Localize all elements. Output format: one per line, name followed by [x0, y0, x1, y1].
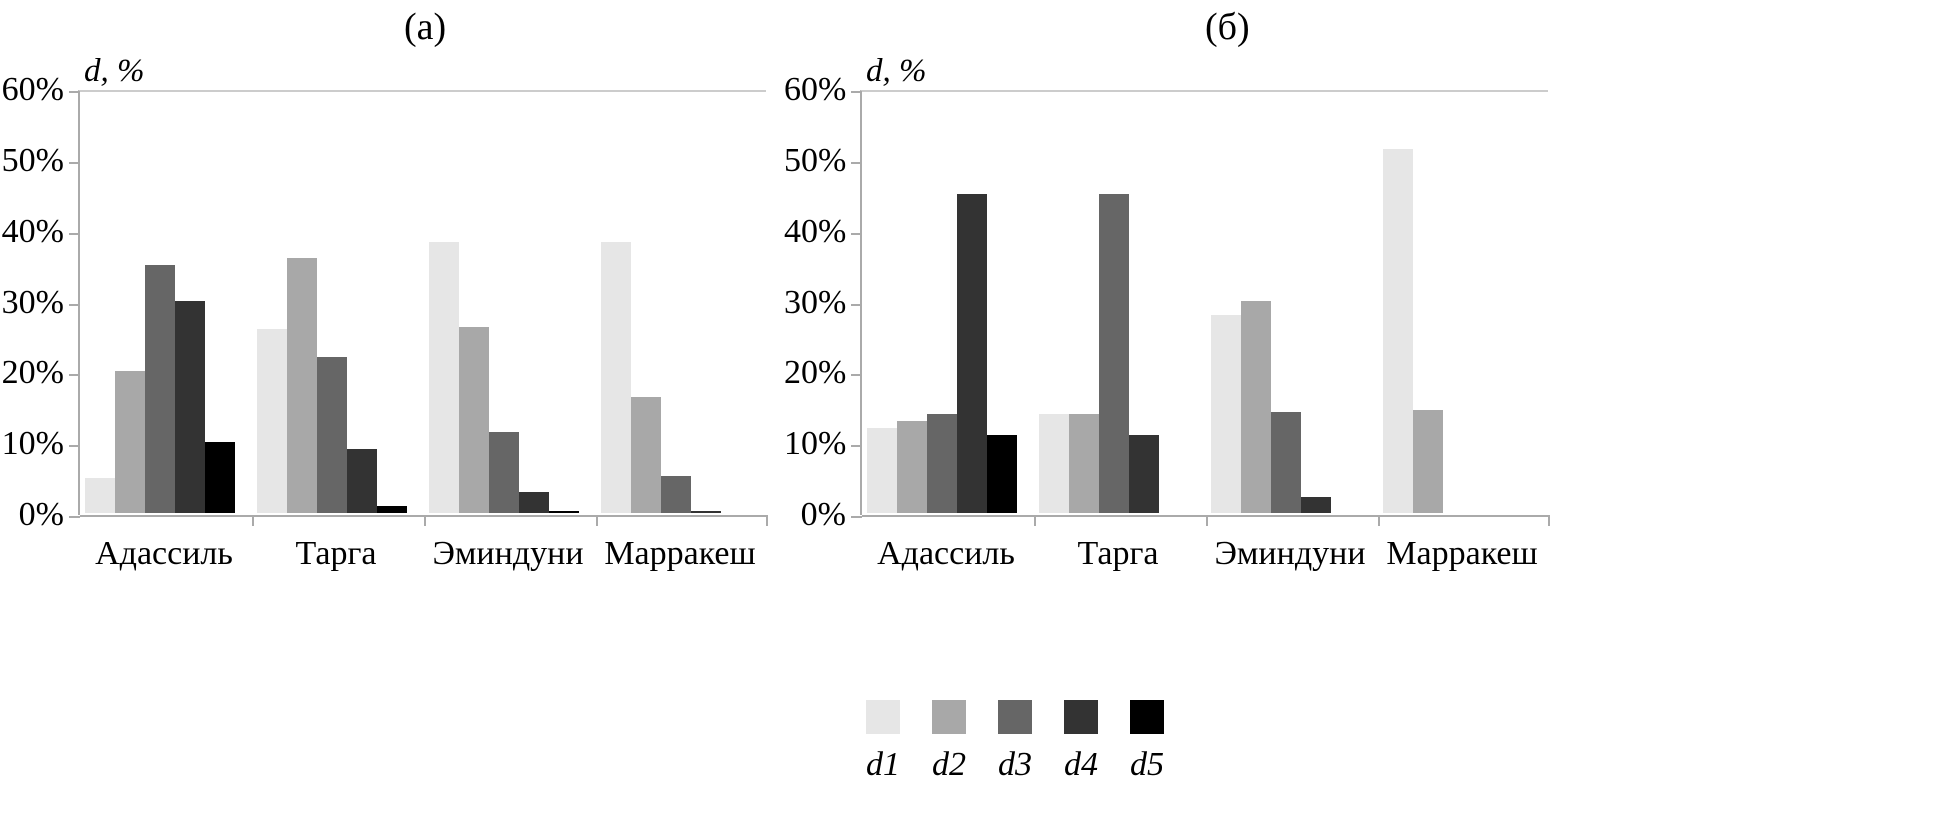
bar-d4-Марракеш: [691, 510, 721, 513]
x-axis-category-label: Эминдуни: [432, 535, 584, 572]
bar-d1-Эминдуни: [1211, 314, 1241, 513]
x-axis-tick: [1378, 515, 1380, 526]
x-axis-category-label: Марракеш: [604, 535, 756, 572]
bar-d1-Тарга: [257, 328, 287, 513]
bar-d2-Тарга: [287, 258, 317, 513]
y-axis-tick: [851, 161, 862, 164]
bar-d3-Марракеш: [661, 476, 691, 513]
plot-area: [851, 90, 1550, 526]
y-axis-tick-label: 40%: [784, 212, 847, 250]
bar-d5-Адассиль: [205, 442, 235, 513]
bar-d4-Адассиль: [175, 300, 205, 513]
y-axis-tick-label: 20%: [784, 354, 847, 392]
legend-label-d3: d3: [998, 746, 1032, 783]
legend-swatch-d4: [1064, 700, 1098, 734]
panel-title-b: (б): [1205, 6, 1250, 48]
legend-label-d1: d1: [866, 746, 900, 783]
x-axis-category-label: Марракеш: [1386, 535, 1538, 572]
plot-area: [69, 90, 768, 526]
y-axis-tick: [69, 516, 80, 518]
y-axis-tick: [851, 445, 862, 448]
x-axis-tick: [596, 515, 598, 526]
y-axis-tick: [851, 516, 862, 518]
x-axis-tick: [424, 515, 426, 526]
bar-d5-Адассиль: [987, 435, 1017, 513]
bar-d4-Эминдуни: [1301, 497, 1331, 513]
bar-d2-Эминдуни: [1241, 300, 1271, 513]
bar-d3-Эминдуни: [489, 431, 519, 513]
bar-d4-Эминдуни: [519, 491, 549, 513]
bar-d2-Марракеш: [631, 396, 661, 513]
legend: d1 d2 d3 d4 d5: [0, 700, 1949, 840]
y-axis-tick: [851, 232, 862, 235]
y-axis-tick-label: 40%: [1, 212, 64, 250]
bar-d1-Адассиль: [85, 477, 115, 513]
x-axis-category-label: Тарга: [295, 535, 377, 572]
y-axis-tick: [69, 445, 80, 448]
x-axis-category-label: Эминдуни: [1214, 535, 1366, 572]
x-axis-tick: [252, 515, 254, 526]
y-axis-tick-label: 0%: [18, 496, 64, 533]
y-axis-tick-label: 10%: [1, 425, 64, 463]
bar-d1-Адассиль: [867, 428, 897, 513]
bar-d2-Тарга: [1069, 413, 1099, 513]
bar-d4-Тарга: [1129, 435, 1159, 513]
x-axis-tick: [766, 515, 768, 526]
legend-label-d2: d2: [932, 746, 966, 783]
x-axis-category-label: Тарга: [1077, 535, 1159, 572]
y-axis-tick: [69, 161, 80, 164]
legend-swatch-d2: [932, 700, 966, 734]
y-axis-tick-label: 50%: [784, 141, 847, 179]
bar-d4-Адассиль: [957, 194, 987, 513]
y-axis-tick: [69, 374, 80, 377]
y-axis-tick-label: 20%: [1, 354, 64, 392]
chart-panel-b: d, % 0% 10% 20% 30% 40% 50% 60% Адассиль Тарга Эми…: [784, 53, 1949, 571]
y-axis-tick: [851, 91, 862, 93]
legend-label-d4: d4: [1064, 746, 1098, 783]
chart-panel-a: d, % 0% 10% 20% 30% 40% 50% 60% Адассиль Тарга Эми…: [0, 53, 790, 571]
y-axis-unit-label: d, %: [866, 53, 927, 89]
y-axis-tick: [851, 303, 862, 306]
legend-swatch-d3: [998, 700, 1032, 734]
y-axis-tick: [69, 91, 80, 93]
bar-d3-Тарга: [1099, 194, 1129, 513]
legend-swatch-d5: [1130, 700, 1164, 734]
y-axis-tick-label: 0%: [800, 496, 846, 533]
bar-d3-Эминдуни: [1271, 412, 1301, 513]
y-axis-tick-label: 60%: [784, 71, 847, 108]
y-axis-tick-label: 60%: [1, 71, 64, 108]
x-axis-category-label: Адассиль: [95, 535, 233, 572]
bar-d3-Адассиль: [927, 413, 957, 513]
y-axis-tick-label: 30%: [784, 283, 847, 321]
bar-d2-Адассиль: [897, 420, 927, 513]
bar-d1-Марракеш: [601, 242, 631, 513]
legend-label-d5: d5: [1130, 746, 1164, 783]
bar-d3-Адассиль: [145, 265, 175, 513]
bar-d2-Эминдуни: [459, 326, 489, 513]
x-axis-tick: [1548, 515, 1550, 526]
y-axis-unit-label: d, %: [84, 53, 145, 89]
bar-d1-Эминдуни: [429, 241, 459, 513]
y-axis-tick: [69, 303, 80, 306]
y-axis-tick: [69, 232, 80, 235]
bar-d5-Эминдуни: [549, 510, 579, 513]
bar-d1-Марракеш: [1383, 148, 1413, 513]
y-axis-tick: [851, 374, 862, 377]
bar-d5-Тарга: [377, 505, 407, 513]
x-axis-category-label: Адассиль: [877, 535, 1015, 572]
y-axis-tick-label: 10%: [784, 425, 847, 463]
bar-d2-Адассиль: [115, 371, 145, 513]
y-axis-tick-label: 50%: [1, 141, 64, 179]
bar-d4-Тарга: [347, 449, 377, 513]
y-axis-tick-label: 30%: [1, 283, 64, 321]
x-axis-tick: [1034, 515, 1036, 526]
bar-d2-Марракеш: [1413, 410, 1443, 513]
panel-title-a: (а): [404, 6, 447, 48]
bar-d3-Тарга: [317, 357, 347, 513]
x-axis-tick: [1206, 515, 1208, 526]
legend-swatch-d1: [866, 700, 900, 734]
bar-d1-Тарга: [1039, 413, 1069, 513]
